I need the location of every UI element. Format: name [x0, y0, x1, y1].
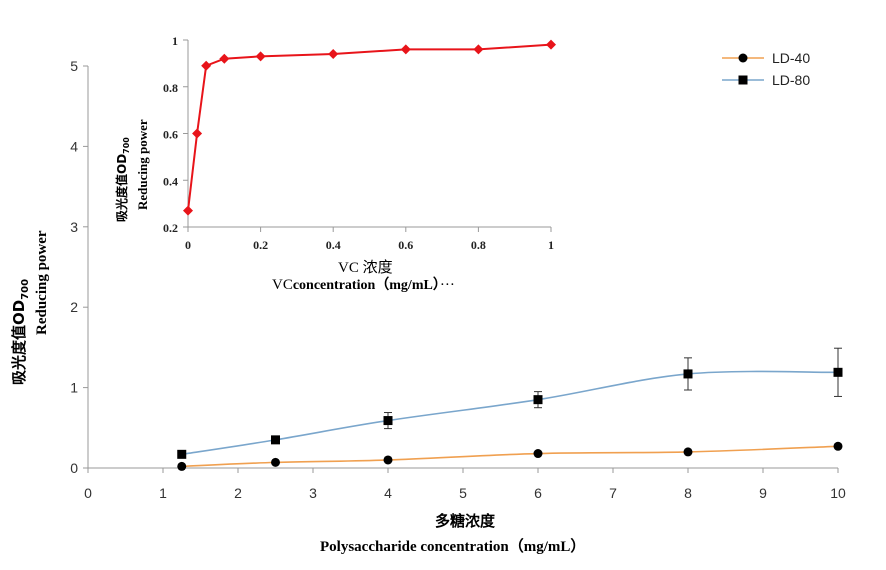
data-point-ld40 — [271, 457, 280, 467]
data-point-ld40 — [177, 461, 187, 471]
legend: LD-40 LD-80 — [722, 50, 810, 88]
inset-x-tick-label: 0.2 — [253, 238, 268, 252]
data-point-ld80 — [177, 449, 187, 459]
main-x-tick-label: 9 — [759, 485, 767, 501]
inset-series-line — [187, 43, 552, 211]
data-point-ld40 — [683, 447, 693, 457]
data-point-ld40 — [383, 455, 393, 465]
main-x-axis-title-en: Polysaccharide concentration（mg/mL） — [320, 537, 585, 555]
inset-y-axis-title-en-group: Reducing power — [135, 119, 150, 210]
main-y-axis-title: 吸光度值OD700 — [10, 279, 31, 385]
data-point-vc — [192, 128, 203, 139]
main-y-tick-label: 5 — [70, 58, 78, 74]
data-point-vc — [219, 53, 230, 64]
data-point-ld40 — [833, 441, 843, 451]
series-line-ld80 — [181, 370, 839, 456]
main-x-tick-label: 6 — [534, 485, 542, 501]
data-point-ld80 — [383, 416, 393, 426]
data-point-ld80 — [833, 367, 843, 377]
data-point-vc — [546, 39, 556, 50]
inset-y-tick-label: 0.2 — [163, 221, 178, 235]
main-y-tick-label: 1 — [70, 380, 78, 396]
legend-item-ld80: LD-80 — [722, 72, 810, 88]
inset-y-tick-label: 0.8 — [163, 81, 178, 95]
data-point-ld80 — [683, 369, 693, 379]
main-x-tick-label: 8 — [684, 485, 692, 501]
main-x-tick-label: 1 — [159, 485, 167, 501]
inset-x-tick-label: 1 — [548, 238, 554, 252]
series-line-vc — [187, 43, 552, 211]
main-x-tick-label: 2 — [234, 485, 242, 501]
main-y-tick-label: 4 — [70, 138, 78, 154]
main-series-markers — [177, 367, 843, 471]
inset-x-tick-label: 0 — [185, 238, 191, 252]
main-x-tick-label: 10 — [830, 485, 846, 501]
main-y-axis-title-en-group: Reducing power — [34, 230, 50, 335]
inset-y-axis-title: 吸光度值OD700 — [114, 137, 131, 222]
data-point-vc — [255, 51, 266, 62]
main-x-tick-label: 0 — [84, 485, 92, 501]
data-point-vc — [400, 44, 411, 55]
main-y-tick-label: 2 — [70, 299, 78, 315]
main-error-bars — [384, 347, 842, 430]
inset-x-axis-title-line1: VC 浓度 — [338, 259, 393, 276]
legend-marker-ld40 — [738, 53, 748, 63]
legend-label-ld40: LD-40 — [772, 50, 810, 66]
inset-y-axis-title-en: Reducing power — [135, 119, 150, 210]
inset-x-axis-title-line2: VCconcentration（mg/mL）··· — [272, 277, 455, 293]
data-point-ld80 — [533, 395, 543, 405]
data-point-vc — [328, 49, 339, 60]
main-series-lines — [181, 370, 839, 468]
legend-label-ld80: LD-80 — [772, 72, 810, 88]
inset-y-tick-label: 0.4 — [163, 174, 178, 188]
data-point-ld80 — [271, 435, 280, 445]
inset-chart: 0 0.2 0.4 0.6 0.8 1 0.2 0.4 0.6 0.8 1 吸光度值OD700 Re… — [114, 34, 556, 293]
main-y-tick-label: 3 — [70, 219, 78, 235]
inset-x-tick-label: 0.8 — [471, 238, 486, 252]
main-y-tick-label: 0 — [70, 460, 78, 476]
main-y-axis-title-en: Reducing power — [34, 230, 50, 335]
main-x-axis-title-cn: 多糖浓度 — [435, 512, 496, 530]
main-y-axis-title-cn: 吸光度值OD700 — [10, 279, 31, 385]
legend-marker-ld80 — [738, 75, 748, 85]
inset-series-markers — [183, 39, 556, 216]
main-x-tick-label: 4 — [384, 485, 392, 501]
data-point-vc — [473, 44, 484, 55]
inset-y-tick-label: 0.6 — [163, 128, 178, 142]
series-line-ld40 — [181, 445, 839, 468]
inset-y-axis-title-cn: 吸光度值OD700 — [114, 137, 131, 222]
data-point-vc — [183, 205, 193, 216]
inset-y-tick-label: 1 — [172, 34, 178, 48]
main-x-tick-label: 7 — [609, 485, 617, 501]
data-point-vc — [201, 60, 212, 71]
data-point-ld40 — [533, 449, 543, 459]
inset-x-tick-label: 0.4 — [326, 238, 341, 252]
inset-x-tick-label: 0.6 — [398, 238, 413, 252]
legend-item-ld40: LD-40 — [722, 50, 810, 66]
main-x-tick-label: 3 — [309, 485, 317, 501]
main-x-tick-label: 5 — [459, 485, 467, 501]
